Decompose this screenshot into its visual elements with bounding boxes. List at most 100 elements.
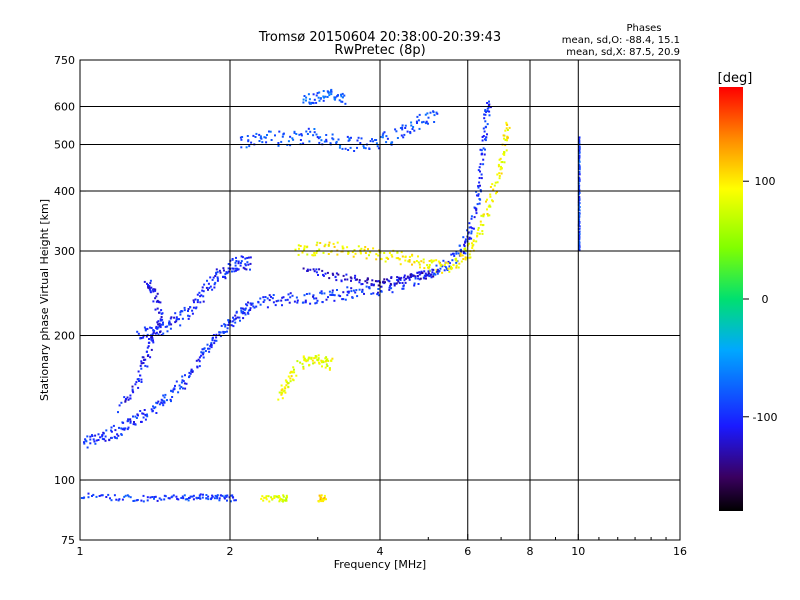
data-point <box>205 286 208 289</box>
data-point <box>152 290 155 293</box>
data-point <box>216 279 219 282</box>
data-point <box>151 333 154 336</box>
data-point <box>268 130 270 133</box>
data-point <box>157 301 160 304</box>
data-point <box>224 273 227 275</box>
data-point <box>365 285 368 288</box>
data-point <box>578 189 581 192</box>
data-point <box>386 278 388 281</box>
data-point <box>234 267 237 270</box>
data-point <box>327 360 330 362</box>
y-tick-label: 100 <box>54 474 75 487</box>
data-point <box>127 495 130 498</box>
data-point <box>295 133 298 135</box>
data-point <box>312 134 315 137</box>
data-point <box>209 285 212 288</box>
data-point <box>107 493 110 496</box>
data-point <box>381 281 384 284</box>
data-point <box>292 379 295 382</box>
data-point <box>131 389 134 392</box>
data-point <box>207 498 210 501</box>
data-point <box>146 413 148 416</box>
data-point <box>376 293 379 296</box>
data-point <box>149 279 152 282</box>
data-point <box>482 163 485 166</box>
data-point <box>321 269 324 272</box>
data-point <box>142 362 145 364</box>
data-point <box>325 498 327 501</box>
data-point <box>375 258 378 261</box>
data-point <box>390 141 393 144</box>
data-point <box>436 272 439 275</box>
data-point <box>289 296 292 299</box>
data-point <box>577 193 580 196</box>
data-point <box>471 247 474 249</box>
data-point <box>390 254 393 256</box>
data-point <box>353 276 356 279</box>
y-tick-label: 200 <box>54 330 75 343</box>
data-point <box>118 404 121 407</box>
data-point <box>455 264 458 267</box>
data-point <box>219 335 222 338</box>
data-point <box>235 310 238 313</box>
data-point <box>331 289 334 292</box>
data-point <box>578 168 581 171</box>
data-point <box>198 360 201 363</box>
data-point <box>403 133 406 136</box>
data-point <box>97 439 100 441</box>
data-point <box>578 166 581 169</box>
data-point <box>156 402 159 405</box>
data-point <box>278 500 281 503</box>
data-point <box>137 332 140 335</box>
data-point <box>322 90 325 92</box>
data-point <box>429 111 432 114</box>
data-point <box>282 296 285 299</box>
stats-line-x: mean, sd,X: 87.5, 20.9 <box>566 47 680 58</box>
data-point <box>185 382 188 385</box>
data-point <box>471 244 474 247</box>
data-point <box>481 224 484 227</box>
data-point <box>319 498 322 501</box>
data-point <box>201 289 204 292</box>
data-point <box>220 324 223 327</box>
data-point <box>446 269 449 271</box>
data-point <box>322 95 325 98</box>
data-point <box>476 203 479 206</box>
data-point <box>329 142 332 145</box>
data-point <box>154 288 157 291</box>
data-point <box>464 241 467 244</box>
data-point <box>384 281 386 284</box>
data-point <box>320 496 322 499</box>
data-point <box>249 302 252 305</box>
data-point <box>268 500 271 503</box>
data-point <box>461 254 464 257</box>
data-point <box>409 131 412 133</box>
data-point <box>339 144 342 147</box>
data-point <box>416 275 419 277</box>
data-point <box>320 359 323 362</box>
data-point <box>578 191 581 194</box>
data-point <box>427 267 430 270</box>
data-point <box>262 499 265 502</box>
data-point <box>426 112 429 115</box>
data-point <box>144 364 147 367</box>
x-tick-label: 1 <box>77 545 84 558</box>
data-point <box>504 129 507 132</box>
data-point <box>101 434 104 436</box>
data-point <box>453 254 456 257</box>
data-point <box>360 137 363 140</box>
data-point <box>164 393 167 396</box>
data-point <box>343 94 346 97</box>
data-point <box>238 316 241 319</box>
data-point <box>187 499 190 502</box>
data-point <box>401 124 404 127</box>
data-point <box>393 282 396 285</box>
data-point <box>469 226 472 229</box>
data-point <box>280 140 283 143</box>
data-point <box>401 255 404 258</box>
data-point <box>430 276 433 279</box>
data-point <box>223 496 226 499</box>
data-point <box>153 497 155 500</box>
data-point <box>168 320 171 323</box>
